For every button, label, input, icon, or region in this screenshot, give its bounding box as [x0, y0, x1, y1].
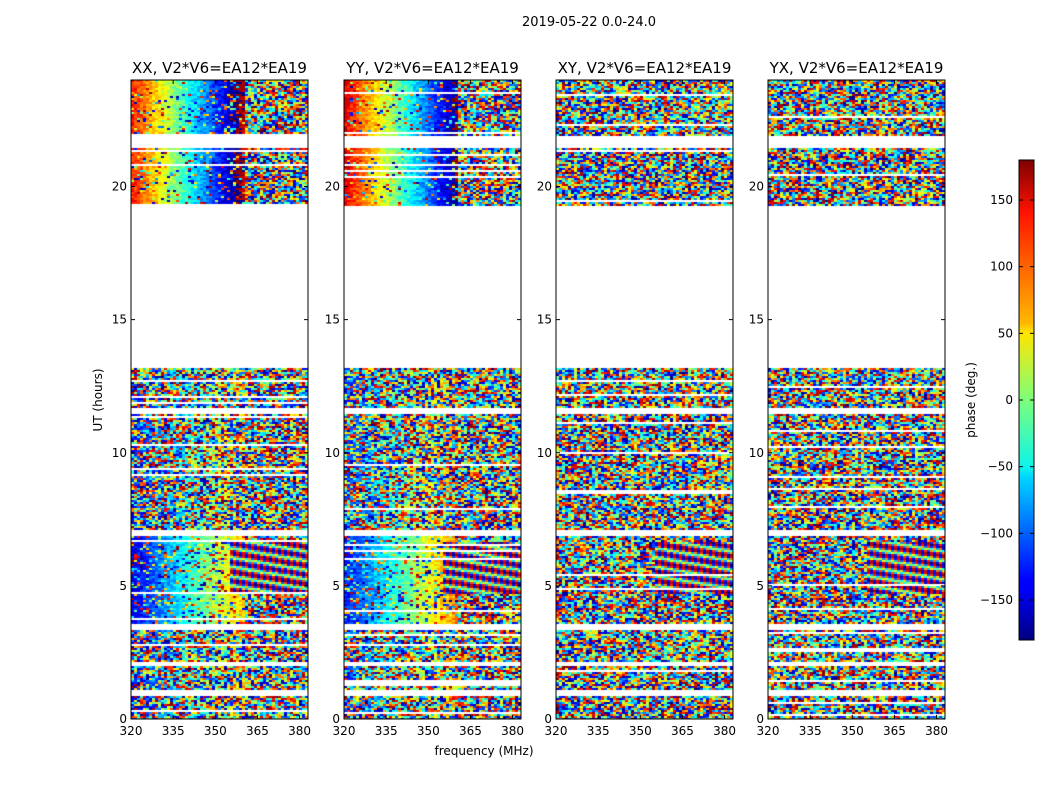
- colorbar-tick-label: −100: [980, 526, 1013, 540]
- x-tick-label: 380: [501, 724, 524, 738]
- y-tick-label: 20: [325, 180, 340, 194]
- y-tick-label: 0: [332, 712, 340, 726]
- y-tick-label: 15: [112, 313, 127, 327]
- panel-xy: XY, V2*V6=EA12*EA19 320 335 350 365 380 0 5 10 15…: [537, 59, 736, 738]
- panel-title: YX, V2*V6=EA12*EA19: [769, 59, 944, 77]
- panel-title: YY, V2*V6=EA12*EA19: [345, 59, 519, 77]
- plot-frame: [767, 79, 946, 720]
- x-tick-label: 380: [713, 724, 736, 738]
- colorbar-tick-label: −50: [988, 460, 1013, 474]
- y-axis-label: UT (hours): [91, 368, 105, 431]
- panel-yy: YY, V2*V6=EA12*EA19 320 335 350 365 380 0 5 10 15…: [325, 59, 524, 738]
- plot-frame: [555, 79, 734, 720]
- y-tick-label: 0: [756, 712, 764, 726]
- y-tick-label: 15: [749, 313, 764, 327]
- phase-heatmap: [768, 80, 945, 719]
- x-tick-label: 320: [120, 724, 143, 738]
- y-tick-label: 5: [756, 579, 764, 593]
- y-tick-label: 15: [325, 313, 340, 327]
- panel-xx: XX, V2*V6=EA12*EA19 320 335 350 365 380 0 5 10 15…: [112, 59, 311, 738]
- colorbar-tick-label: 50: [998, 326, 1013, 340]
- colorbar-tick-label: −150: [980, 593, 1013, 607]
- panel-title: XX, V2*V6=EA12*EA19: [132, 59, 307, 77]
- y-tick-label: 0: [544, 712, 552, 726]
- phase-heatmap: [131, 80, 308, 719]
- y-tick-label: 10: [112, 446, 127, 460]
- y-tick-label: 20: [537, 180, 552, 194]
- plot-frame: [343, 79, 522, 720]
- y-tick-label: 10: [749, 446, 764, 460]
- x-tick-label: 380: [925, 724, 948, 738]
- x-tick-label: 320: [333, 724, 356, 738]
- x-tick-label: 335: [375, 724, 398, 738]
- panel-yx: YX, V2*V6=EA12*EA19 320 335 350 365 380 0 5 10 15…: [749, 59, 948, 738]
- y-tick-label: 10: [537, 446, 552, 460]
- x-tick-label: 320: [545, 724, 568, 738]
- y-tick-label: 5: [544, 579, 552, 593]
- y-tick-label: 15: [537, 313, 552, 327]
- x-tick-label: 335: [162, 724, 185, 738]
- colorbar: 150 100 50 0 −50 −100 −150 phase (deg.): [964, 159, 1035, 641]
- x-tick-label: 350: [629, 724, 652, 738]
- x-tick-label: 320: [757, 724, 780, 738]
- x-tick-label: 350: [841, 724, 864, 738]
- x-tick-label: 350: [417, 724, 440, 738]
- phase-heatmap: [344, 80, 521, 719]
- colorbar-tick-label: 150: [990, 193, 1013, 207]
- x-tick-label: 365: [883, 724, 906, 738]
- y-tick-label: 10: [325, 446, 340, 460]
- x-axis-label: frequency (MHz): [434, 744, 533, 758]
- x-tick-label: 335: [587, 724, 610, 738]
- x-tick-label: 365: [246, 724, 269, 738]
- x-tick-label: 380: [288, 724, 311, 738]
- y-tick-label: 5: [119, 579, 127, 593]
- x-tick-label: 365: [459, 724, 482, 738]
- colorbar-tick-label: 0: [1005, 393, 1013, 407]
- x-tick-label: 335: [799, 724, 822, 738]
- colorbar-label: phase (deg.): [964, 362, 978, 438]
- y-tick-label: 20: [749, 180, 764, 194]
- phase-heatmap: [556, 80, 733, 719]
- x-tick-label: 350: [204, 724, 227, 738]
- colorbar-tick-label: 100: [990, 260, 1013, 274]
- x-tick-label: 365: [671, 724, 694, 738]
- y-tick-label: 0: [119, 712, 127, 726]
- y-tick-label: 20: [112, 180, 127, 194]
- plot-frame: [130, 79, 309, 720]
- figure-suptitle: 2019-05-22 0.0-24.0: [522, 15, 656, 30]
- panel-title: XY, V2*V6=EA12*EA19: [558, 59, 732, 77]
- y-tick-label: 5: [332, 579, 340, 593]
